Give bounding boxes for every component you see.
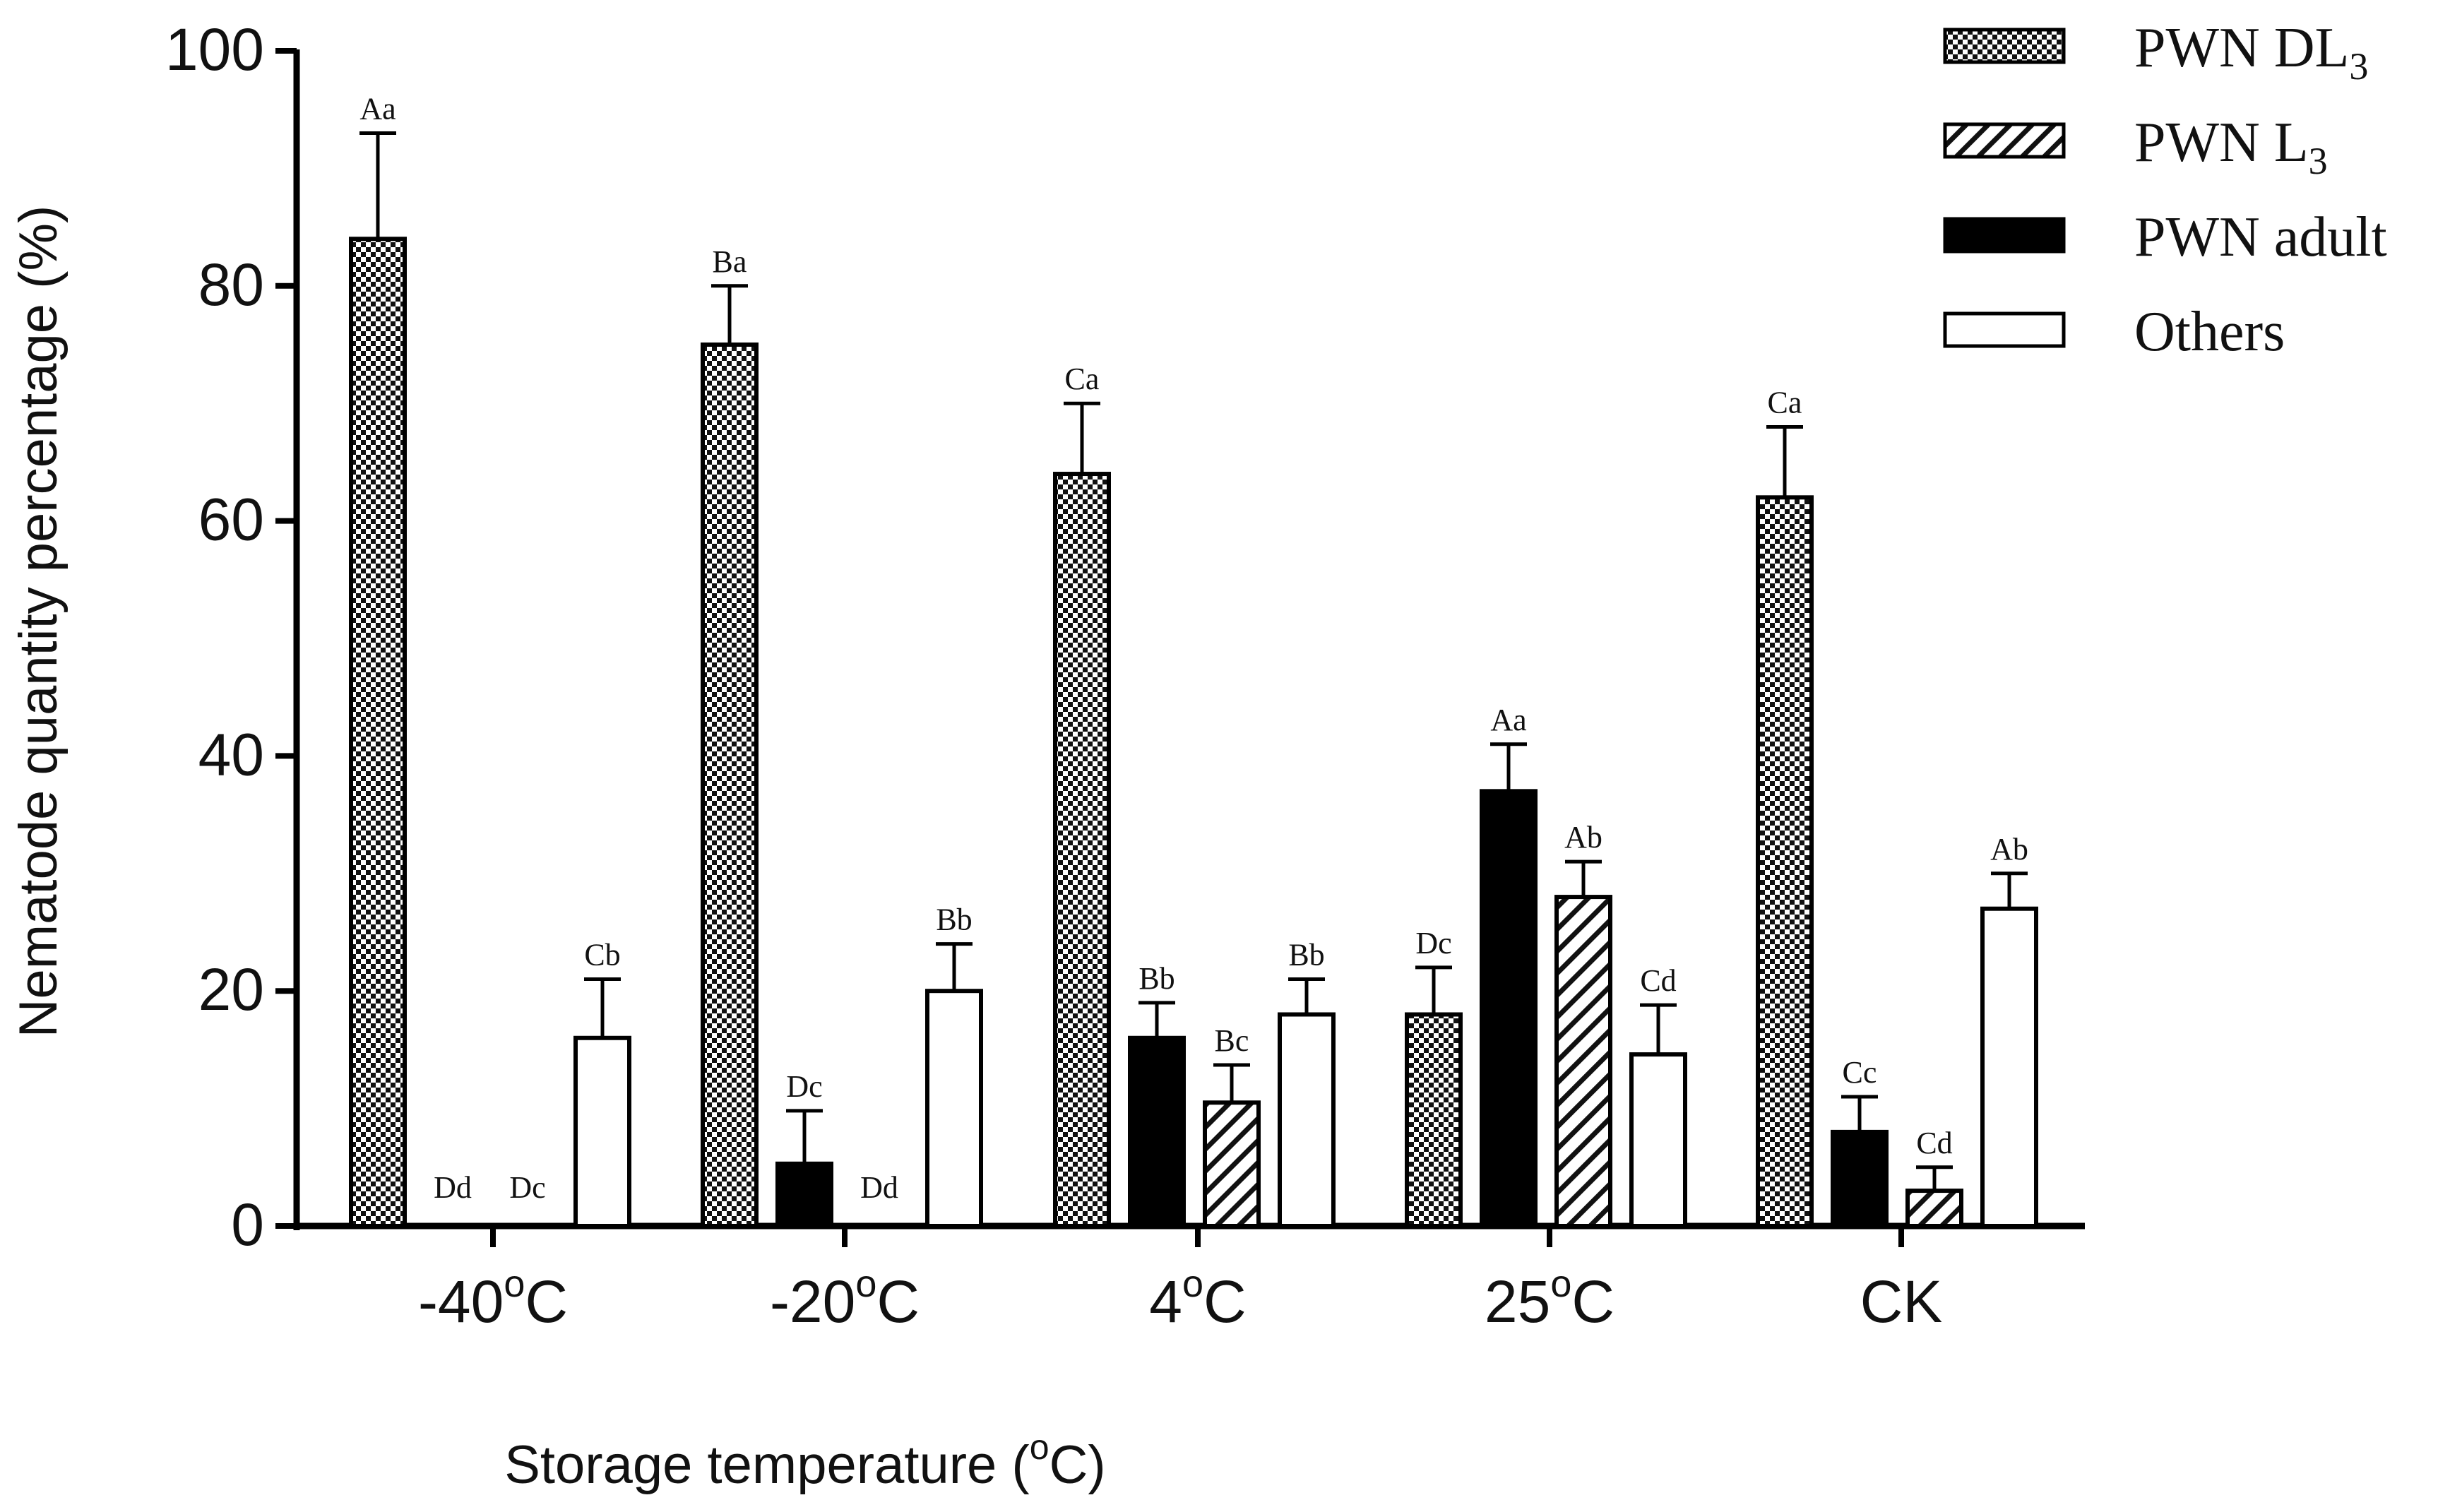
data-label: Bb: [936, 903, 972, 937]
x-axis-title: Storage temperature (oC): [504, 1427, 1106, 1495]
data-label: Ca: [1768, 385, 1802, 419]
x-tick-label: -40oC: [418, 1263, 568, 1335]
legend-label: Others: [2134, 301, 2285, 363]
data-label: Dc: [786, 1069, 822, 1104]
bar: [1554, 895, 1612, 1228]
x-tick-label: CK: [1860, 1268, 1943, 1335]
x-axis-title-tail: C): [1049, 1435, 1106, 1495]
data-label: Dd: [860, 1170, 898, 1205]
data-label: Ab: [1990, 832, 2028, 867]
bar: [1128, 1035, 1186, 1228]
data-label: Aa: [1490, 703, 1526, 737]
data-label: Cd: [1640, 963, 1676, 998]
legend-label: PWN DL3: [2134, 17, 2368, 88]
y-tick-label: 60: [198, 487, 264, 553]
bar: [1480, 789, 1538, 1228]
bar: [925, 989, 983, 1228]
y-tick-label: 40: [198, 721, 264, 787]
data-label: Dc: [1415, 926, 1451, 960]
bar: [701, 343, 759, 1228]
bar: [1756, 495, 1814, 1229]
data-label: Cd: [1916, 1126, 1952, 1160]
legend-swatch: [1943, 217, 2066, 254]
x-tick-label: -20oC: [770, 1263, 920, 1335]
x-tick-label: 4oC: [1149, 1263, 1246, 1335]
bar: [1905, 1189, 1963, 1228]
data-label: Bc: [1215, 1023, 1249, 1058]
plot-area: 0 20 40 60 80 100 -40oC -20oC 4oC 25oC CK Aa Ba Ca Dc C…: [165, 16, 2085, 1335]
bar: [1053, 472, 1111, 1228]
legend-swatch: [1943, 122, 2066, 159]
bar: [1203, 1100, 1261, 1229]
data-label: Bb: [1138, 961, 1175, 996]
bar: [1980, 906, 2038, 1228]
legend-swatch: [1943, 311, 2066, 348]
bar: [573, 1035, 631, 1228]
legend-swatch: [1943, 28, 2066, 64]
bar: [775, 1161, 833, 1228]
data-label: Bb: [1288, 938, 1324, 972]
y-tick-label: 100: [165, 16, 264, 83]
data-label: Dc: [509, 1170, 545, 1205]
bar: [349, 237, 407, 1228]
data-label: Cb: [584, 938, 620, 972]
bar: [1629, 1052, 1687, 1229]
bar: [1278, 1012, 1336, 1228]
data-label: Dd: [434, 1170, 472, 1205]
x-axis-title-main: Storage temperature (: [504, 1435, 1030, 1495]
data-label: Cc: [1843, 1055, 1877, 1090]
y-tick-label: 80: [198, 251, 264, 318]
data-label: Aa: [359, 91, 396, 126]
legend: PWN DL3 PWN L3 PWN adult Others: [1943, 17, 2387, 363]
legend-label: PWN adult: [2134, 206, 2387, 268]
y-tick-label: 0: [231, 1191, 264, 1258]
legend-label: PWN L3: [2134, 112, 2328, 182]
y-tick-label: 20: [198, 956, 264, 1023]
bar: [1405, 1012, 1463, 1228]
y-axis-title: Nematode quantity percentage (%): [8, 206, 69, 1038]
data-label: Ab: [1564, 820, 1602, 855]
bar: [1831, 1129, 1889, 1228]
x-tick-label: 25oC: [1485, 1263, 1614, 1335]
data-label: Ba: [713, 244, 747, 279]
x-axis-title-sup: o: [1030, 1427, 1049, 1467]
data-label: Ca: [1065, 362, 1100, 396]
